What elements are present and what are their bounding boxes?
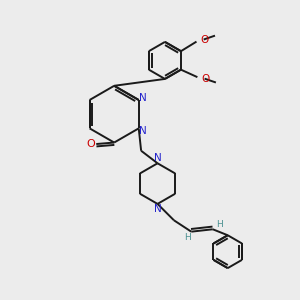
Text: N: N — [154, 153, 161, 163]
Text: O: O — [200, 34, 208, 44]
Text: N: N — [154, 204, 161, 214]
Text: O: O — [86, 139, 95, 149]
Text: N: N — [139, 93, 147, 103]
Text: H: H — [216, 220, 223, 229]
Text: O: O — [201, 74, 209, 84]
Text: H: H — [184, 232, 191, 242]
Text: N: N — [139, 126, 147, 136]
